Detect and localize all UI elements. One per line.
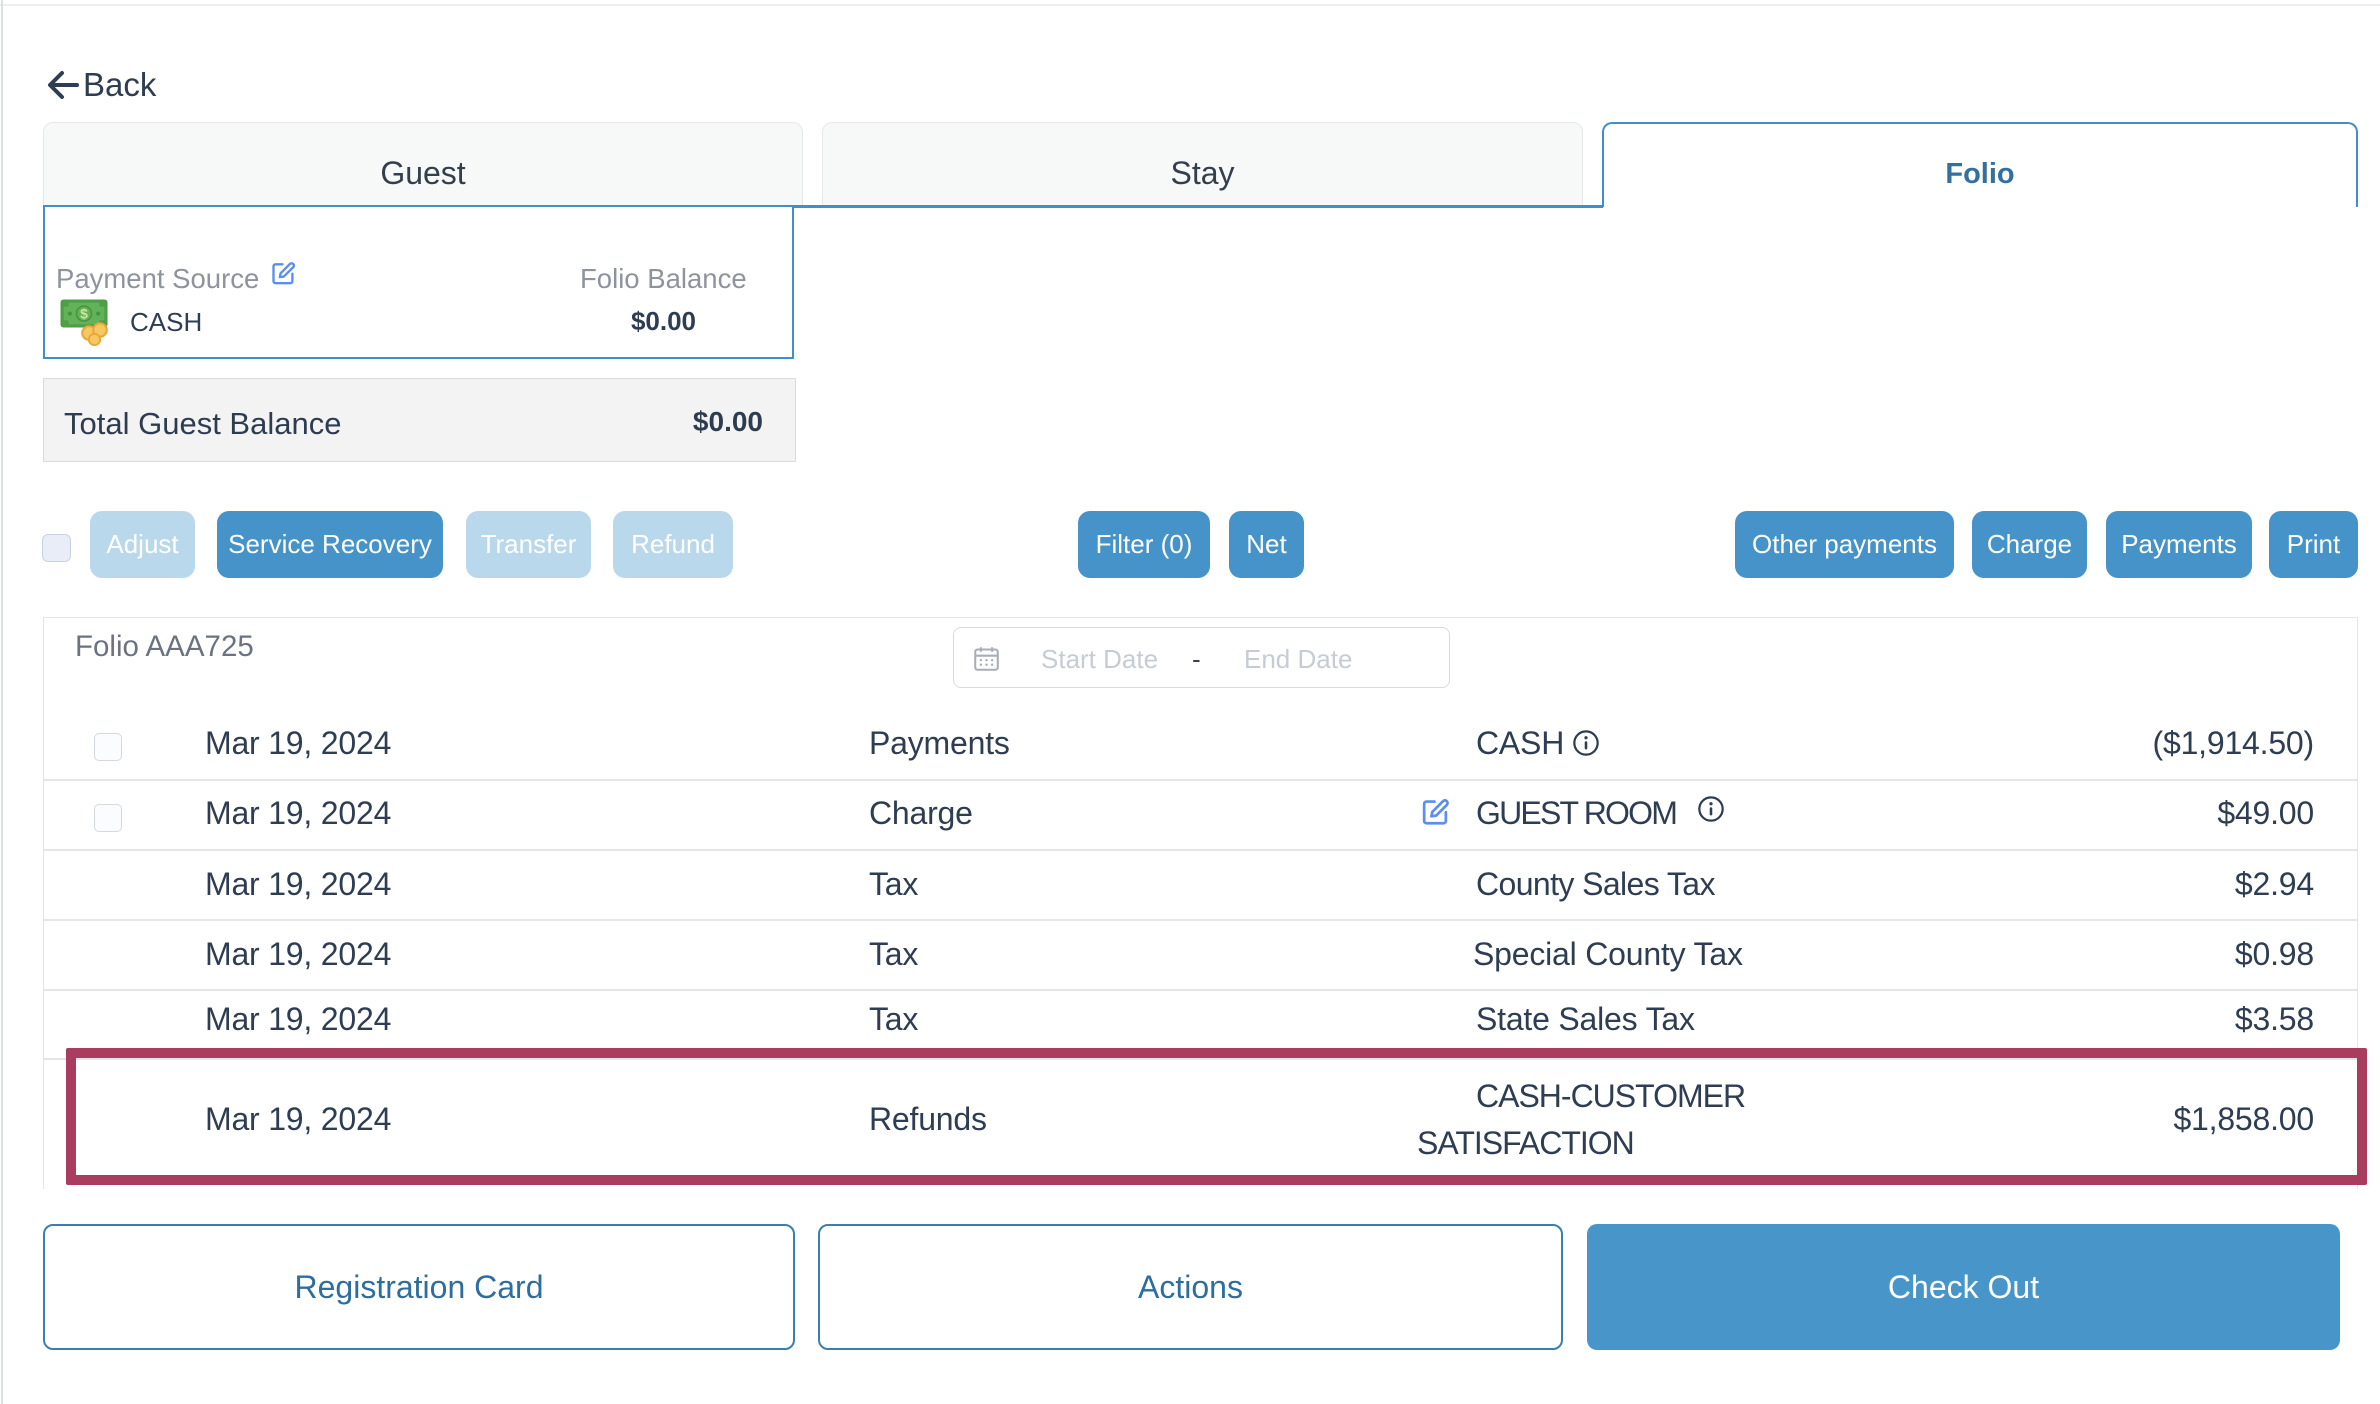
svg-text:$: $ bbox=[80, 306, 88, 322]
